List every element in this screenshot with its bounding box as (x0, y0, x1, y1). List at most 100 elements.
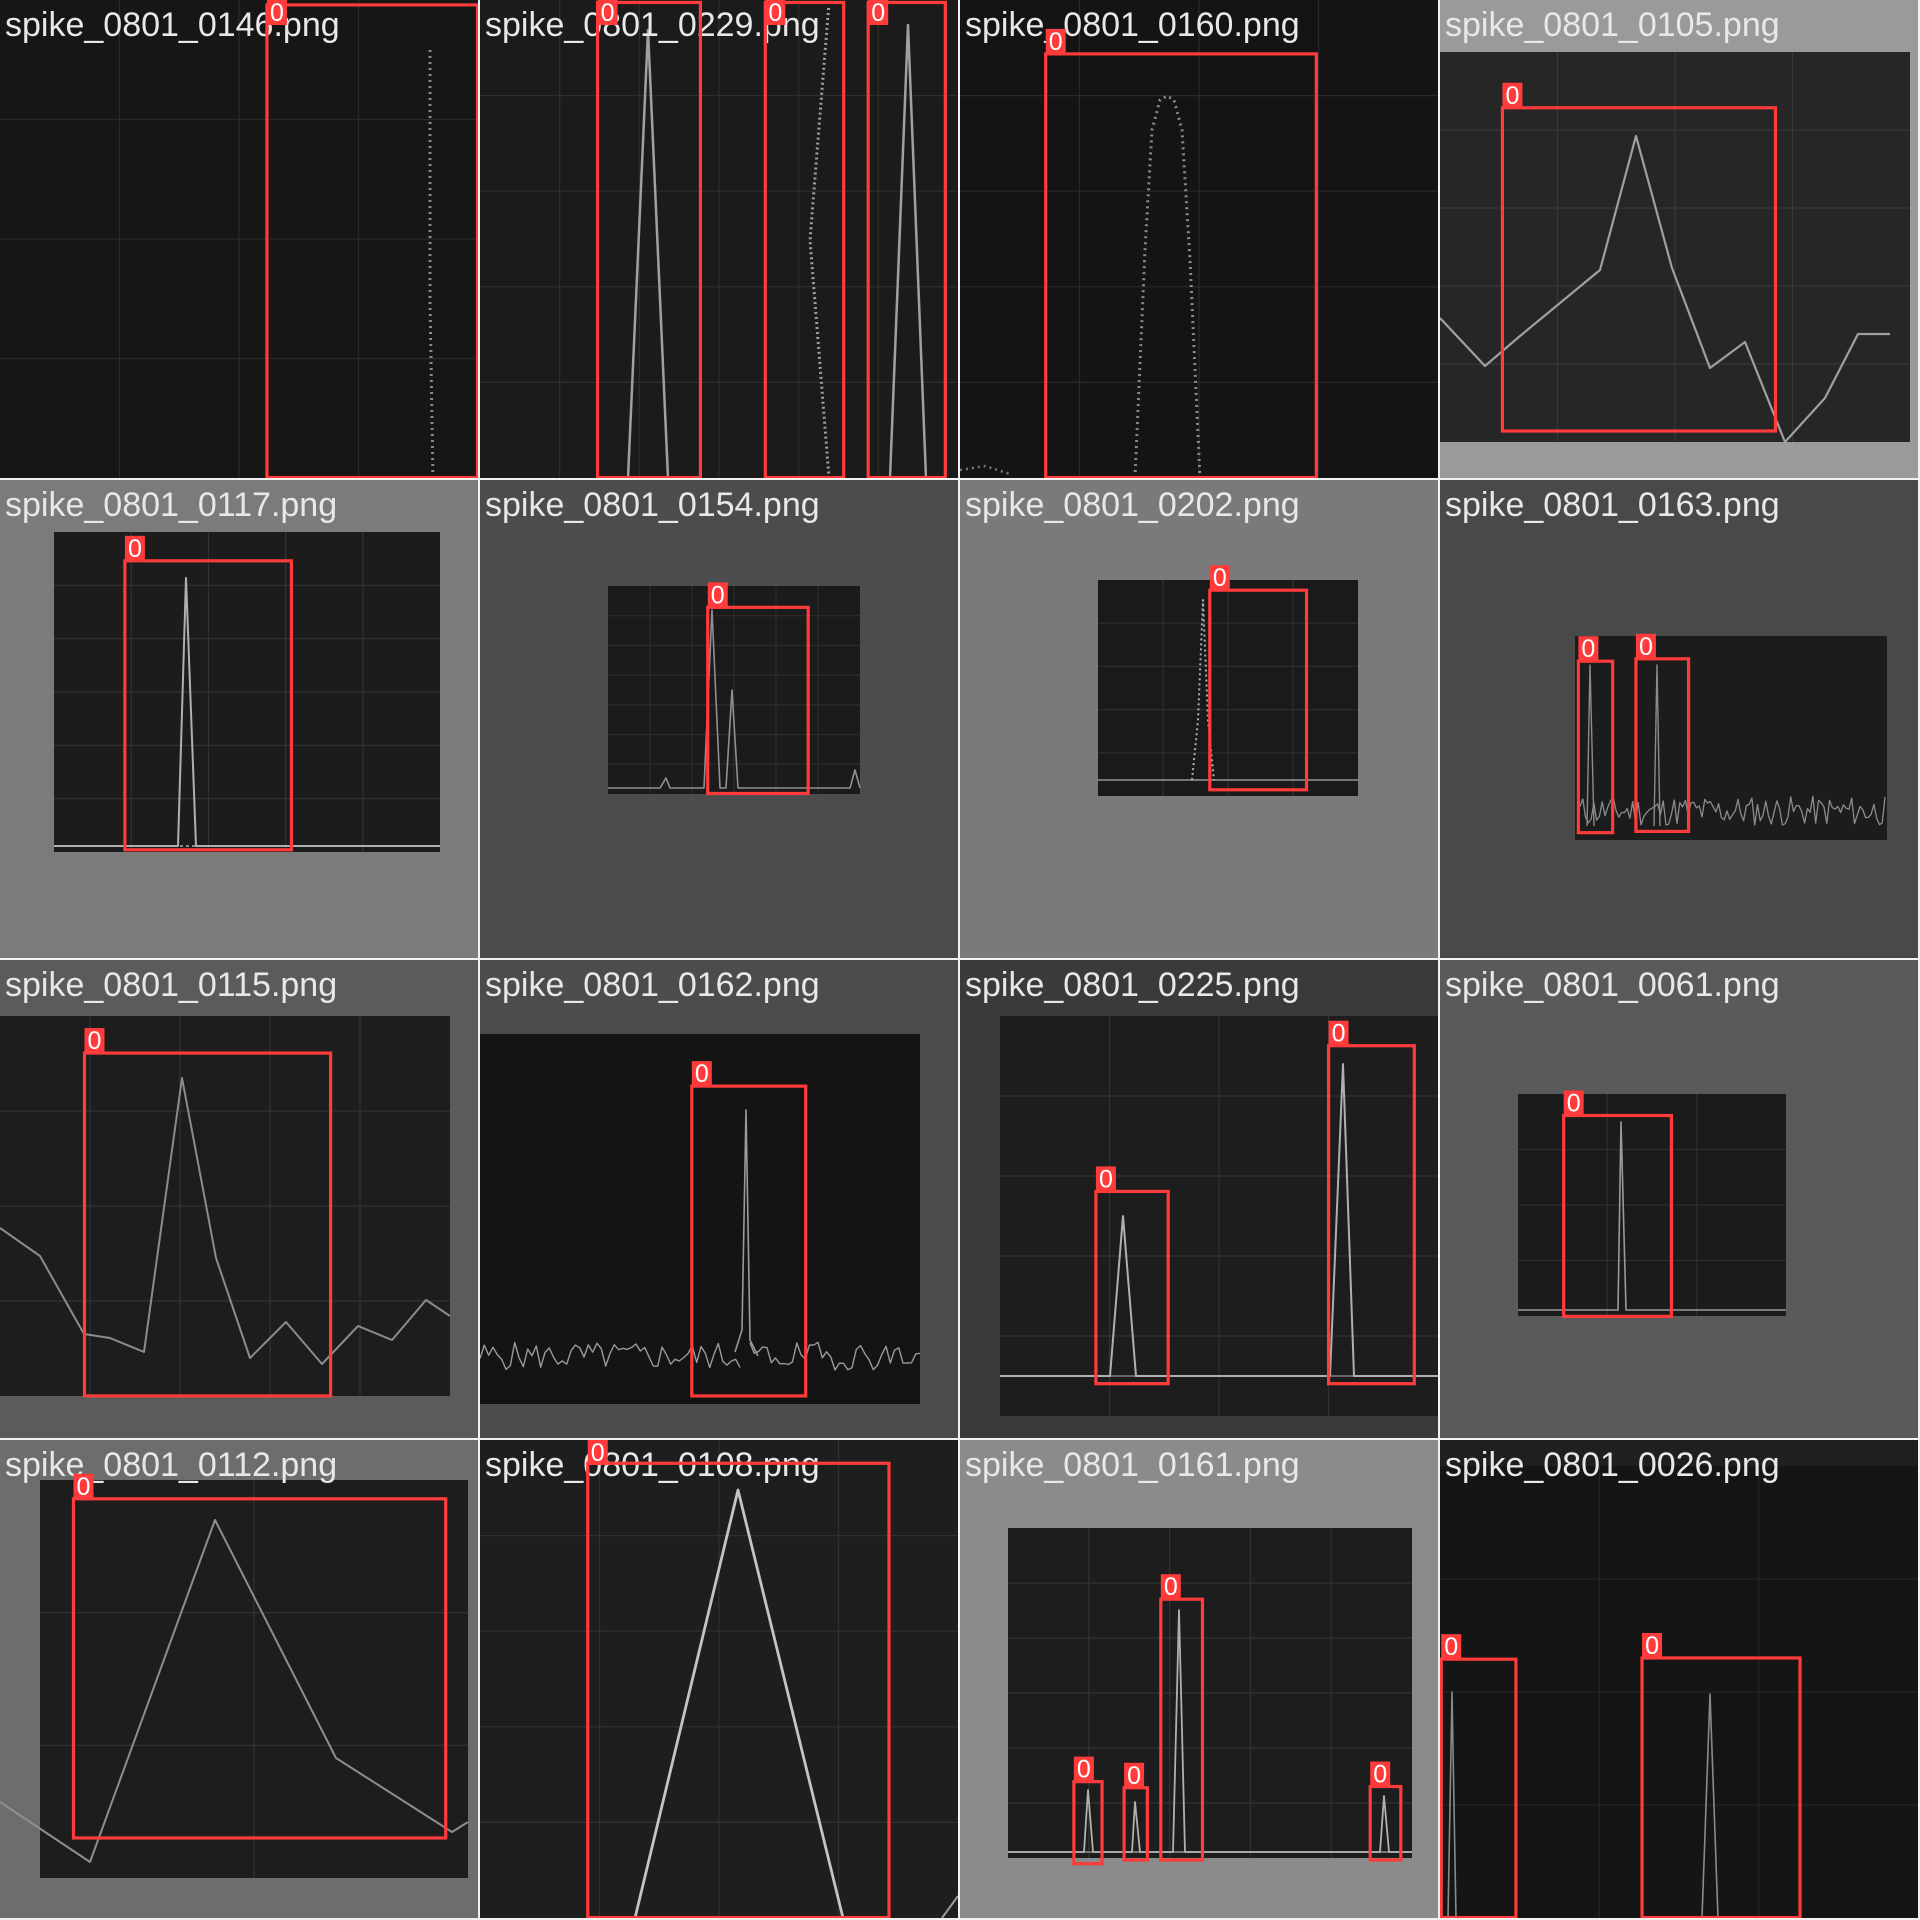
detection-class-label: 0 (1127, 1762, 1141, 1790)
mosaic-tile: spike_0801_0115.png 0 (0, 960, 478, 1438)
detection-overlay: 0 (706, 581, 810, 796)
detection-box: 0 (1640, 1632, 1802, 1918)
mosaic-tile: spike_0801_0117.png 0 (0, 480, 478, 958)
detection-class-label: 0 (88, 1027, 102, 1055)
signal-trace (749, 1341, 921, 1371)
detection-box: 0 (690, 1060, 808, 1398)
detection-overlay: 0 (265, 0, 478, 478)
signal-trace (54, 577, 440, 847)
signal-trace (888, 23, 928, 478)
spectrum-plot-thumbnail (1440, 0, 1918, 478)
detection-box: 0 (1094, 1165, 1170, 1386)
mosaic-tile: spike_0801_0202.png 0 (960, 480, 1438, 958)
spectrum-plot-thumbnail (1440, 480, 1918, 958)
spectrum-plot-thumbnail (480, 960, 958, 1438)
detection-class-label: 0 (1373, 1761, 1387, 1789)
detection-class-label: 0 (1639, 633, 1653, 661)
mosaic-tile: spike_0801_0105.png 0 (1440, 0, 1918, 478)
detection-overlay: 0 (1500, 82, 1778, 433)
mosaic-tile: spike_0801_0061.png 0 (1440, 960, 1918, 1438)
mosaic-tile: spike_0801_0163.png 0 0 (1440, 480, 1918, 958)
detection-box: 0 (1562, 1090, 1674, 1318)
detection-overlay: 0 (1044, 28, 1318, 478)
signal-trace (626, 28, 670, 478)
detection-box: 0 (706, 581, 810, 796)
image-filename-label: spike_0801_0160.png (965, 6, 1300, 44)
signal-trace (960, 464, 1011, 476)
mosaic-tile: spike_0801_0160.png 0 (960, 0, 1438, 478)
signal-trace (808, 7, 831, 477)
signal-trace (941, 1895, 958, 1918)
signal-trace (1008, 1609, 1412, 1853)
mosaic-tile: spike_0801_0161.png 0 0 0 0 (960, 1440, 1438, 1918)
spectrum-plot-thumbnail (960, 480, 1438, 958)
mosaic-tile: spike_0801_0154.png 0 (480, 480, 958, 958)
signal-trace (1447, 1691, 1457, 1918)
signal-trace (480, 1341, 741, 1371)
spectrum-plot-thumbnail (960, 1440, 1438, 1918)
signal-trace (608, 609, 861, 789)
detection-class-label: 0 (1505, 82, 1519, 110)
spectrum-plot-thumbnail (960, 960, 1438, 1438)
signal-trace (734, 1109, 759, 1357)
mosaic-tile: spike_0801_0229.png 0 0 0 (480, 0, 958, 478)
signal-trace (0, 1077, 451, 1365)
detection-box: 0 (1208, 564, 1309, 792)
signal-trace (1653, 664, 1661, 827)
image-filename-label: spike_0801_0112.png (5, 1446, 338, 1484)
mosaic-tile: spike_0801_0146.png 0 (0, 0, 478, 478)
detection-class-label: 0 (695, 1060, 709, 1088)
image-filename-label: spike_0801_0108.png (485, 1446, 820, 1484)
image-filename-label: spike_0801_0105.png (1445, 6, 1780, 44)
image-filename-label: spike_0801_0061.png (1445, 966, 1780, 1004)
detection-box: 0 (1368, 1761, 1403, 1862)
detection-box: 0 (1044, 28, 1318, 478)
detection-overlay: 0 (586, 1440, 891, 1918)
signal-trace (633, 1488, 845, 1918)
image-filename-label: spike_0801_0115.png (5, 966, 338, 1004)
detection-class-label: 0 (1049, 28, 1063, 56)
detection-box: 0 (1634, 633, 1691, 834)
detection-class-label: 0 (1581, 635, 1595, 663)
detection-class-label: 0 (1444, 1633, 1458, 1661)
detection-class-label: 0 (1213, 564, 1227, 592)
detection-class-label: 0 (591, 1440, 605, 1467)
detection-class-label: 0 (270, 0, 284, 27)
detection-box: 0 (1576, 635, 1615, 835)
detection-overlay: 00 (1094, 1020, 1416, 1386)
image-filename-label: spike_0801_0026.png (1445, 1446, 1780, 1484)
detection-class-label: 0 (1099, 1165, 1113, 1193)
mosaic-tile: spike_0801_0225.png 0 0 (960, 960, 1438, 1438)
detection-box: 0 (1500, 82, 1778, 433)
detection-class-label: 0 (1077, 1756, 1091, 1784)
detection-box: 0 (71, 1473, 448, 1840)
detection-class-label: 0 (128, 535, 142, 563)
image-filename-label: spike_0801_0154.png (485, 486, 820, 524)
detection-overlay: 0 (690, 1060, 808, 1398)
detection-class-label: 0 (1645, 1632, 1659, 1660)
detection-box: 0 (1326, 1020, 1416, 1386)
detection-overlay: 0 (82, 1027, 333, 1398)
detection-box: 0 (1159, 1573, 1205, 1862)
signal-trace (1440, 134, 1890, 444)
detection-box: 0 (866, 0, 947, 478)
spectrum-plot-thumbnail (480, 0, 958, 478)
detection-overlay: 0 (1208, 564, 1309, 792)
image-filename-label: spike_0801_0163.png (1445, 486, 1780, 524)
image-filename-label: spike_0801_0161.png (965, 1446, 1300, 1484)
signal-trace (1586, 664, 1595, 827)
image-filename-label: spike_0801_0162.png (485, 966, 820, 1004)
spectrum-plot-thumbnail (1440, 1440, 1918, 1918)
image-filename-label: spike_0801_0225.png (965, 966, 1300, 1004)
signal-trace (1579, 795, 1886, 826)
detection-class-label: 0 (1567, 1090, 1581, 1118)
spectrum-plot-thumbnail (480, 480, 958, 958)
detection-box: 0 (595, 0, 703, 478)
signal-trace (1518, 1121, 1786, 1311)
detection-class-label: 0 (77, 1473, 91, 1501)
spectrum-plot-thumbnail (960, 0, 1438, 478)
mosaic-tile: spike_0801_0162.png 0 (480, 960, 958, 1438)
detection-box: 0 (82, 1027, 333, 1398)
